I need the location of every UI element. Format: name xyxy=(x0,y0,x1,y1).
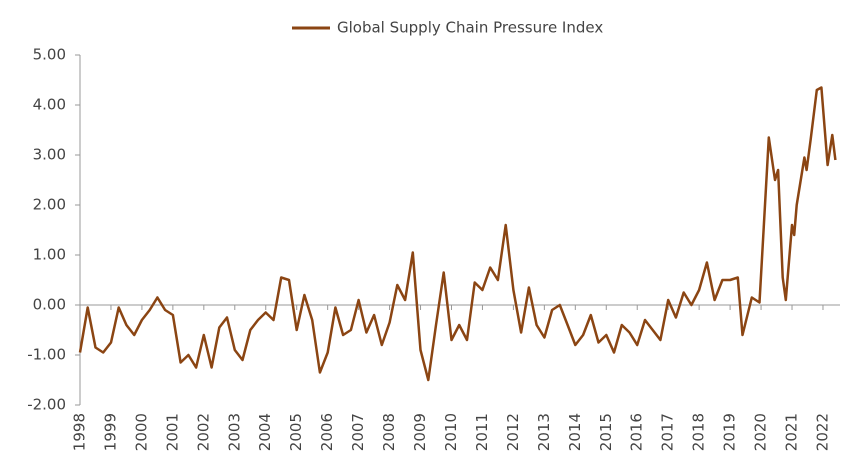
x-tick-label: 2000 xyxy=(132,413,150,451)
x-tick-label: 2015 xyxy=(597,413,615,451)
x-tick-label: 2018 xyxy=(690,413,708,451)
x-tick-label: 2021 xyxy=(783,413,801,451)
y-tick-label: 4.00 xyxy=(33,96,66,114)
y-tick-label: 1.00 xyxy=(33,246,66,264)
y-tick-label: 5.00 xyxy=(33,46,66,64)
x-tick-label: 2003 xyxy=(225,413,243,451)
y-tick-label: -1.00 xyxy=(27,346,66,364)
x-tick-label: 2016 xyxy=(628,413,646,451)
series-line xyxy=(78,86,837,382)
x-tick-label: 2002 xyxy=(194,413,212,451)
x-tick-label: 2022 xyxy=(813,413,831,451)
x-tick-label: 2011 xyxy=(473,413,491,451)
y-tick-label: 3.00 xyxy=(33,146,66,164)
x-tick-label: 2010 xyxy=(442,413,460,451)
y-tick-label: 0.00 xyxy=(33,296,66,314)
x-tick-label: 2012 xyxy=(504,413,522,451)
x-tick-label: 2005 xyxy=(287,413,305,451)
x-tick-label: 2013 xyxy=(535,413,553,451)
x-tick-label: 2008 xyxy=(380,413,398,451)
legend-label: Global Supply Chain Pressure Index xyxy=(337,19,603,37)
x-tick-label: 2009 xyxy=(411,413,429,451)
x-tick-label: 2001 xyxy=(163,413,181,451)
x-tick-label: 2014 xyxy=(566,413,584,451)
x-tick-label: 1999 xyxy=(101,413,119,451)
x-tick-label: 2007 xyxy=(349,413,367,451)
y-tick-label: -2.00 xyxy=(27,396,66,414)
x-tick-label: 2019 xyxy=(721,413,739,451)
x-tick-label: 2020 xyxy=(752,413,770,451)
x-tick-label: 2006 xyxy=(318,413,336,451)
x-tick-label: 1998 xyxy=(71,413,89,451)
y-tick-label: 2.00 xyxy=(33,196,66,214)
x-tick-label: 2017 xyxy=(659,413,677,451)
x-tick-label: 2004 xyxy=(256,413,274,451)
